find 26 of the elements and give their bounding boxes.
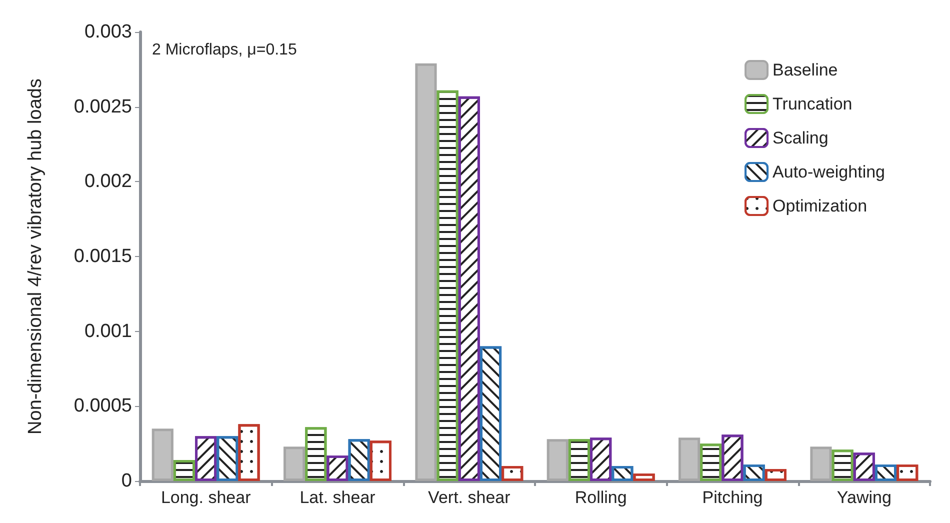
x-tick-label: Yawing [836, 488, 892, 507]
y-tick-label: 0.001 [84, 320, 132, 342]
annotation: 2 Microflaps, μ=0.15 [152, 42, 297, 58]
legend-label: Auto-weighting [772, 162, 886, 182]
x-tick-label: Long. shear [160, 488, 252, 507]
y-tick-label: 0.0025 [74, 96, 132, 118]
legend-label: Scaling [772, 128, 828, 148]
x-tick-label: Pitching [702, 488, 763, 507]
bar [678, 438, 700, 481]
legend-label: Optimization [772, 196, 868, 216]
legend-label: Baseline [772, 60, 838, 80]
bar [152, 428, 174, 481]
y-axis-title: Non-dimensional 4/rev vibratory hub loads [25, 78, 46, 434]
y-tick-label: 0.0005 [74, 396, 132, 417]
x-tick-label: Lat. shear [300, 488, 376, 507]
bar [810, 446, 832, 481]
bar [284, 446, 306, 481]
x-tick-label: Vert. shear [428, 488, 511, 507]
legend-label: Truncation [772, 94, 852, 114]
bar [415, 63, 437, 481]
bar [546, 439, 568, 481]
y-tick-label: 0.002 [84, 171, 132, 192]
y-tick-label: 0 [121, 470, 132, 492]
y-tick-label: 0.0015 [74, 246, 132, 267]
x-tick-label: Rolling [574, 488, 627, 507]
y-tick-label: 0.003 [84, 22, 132, 42]
